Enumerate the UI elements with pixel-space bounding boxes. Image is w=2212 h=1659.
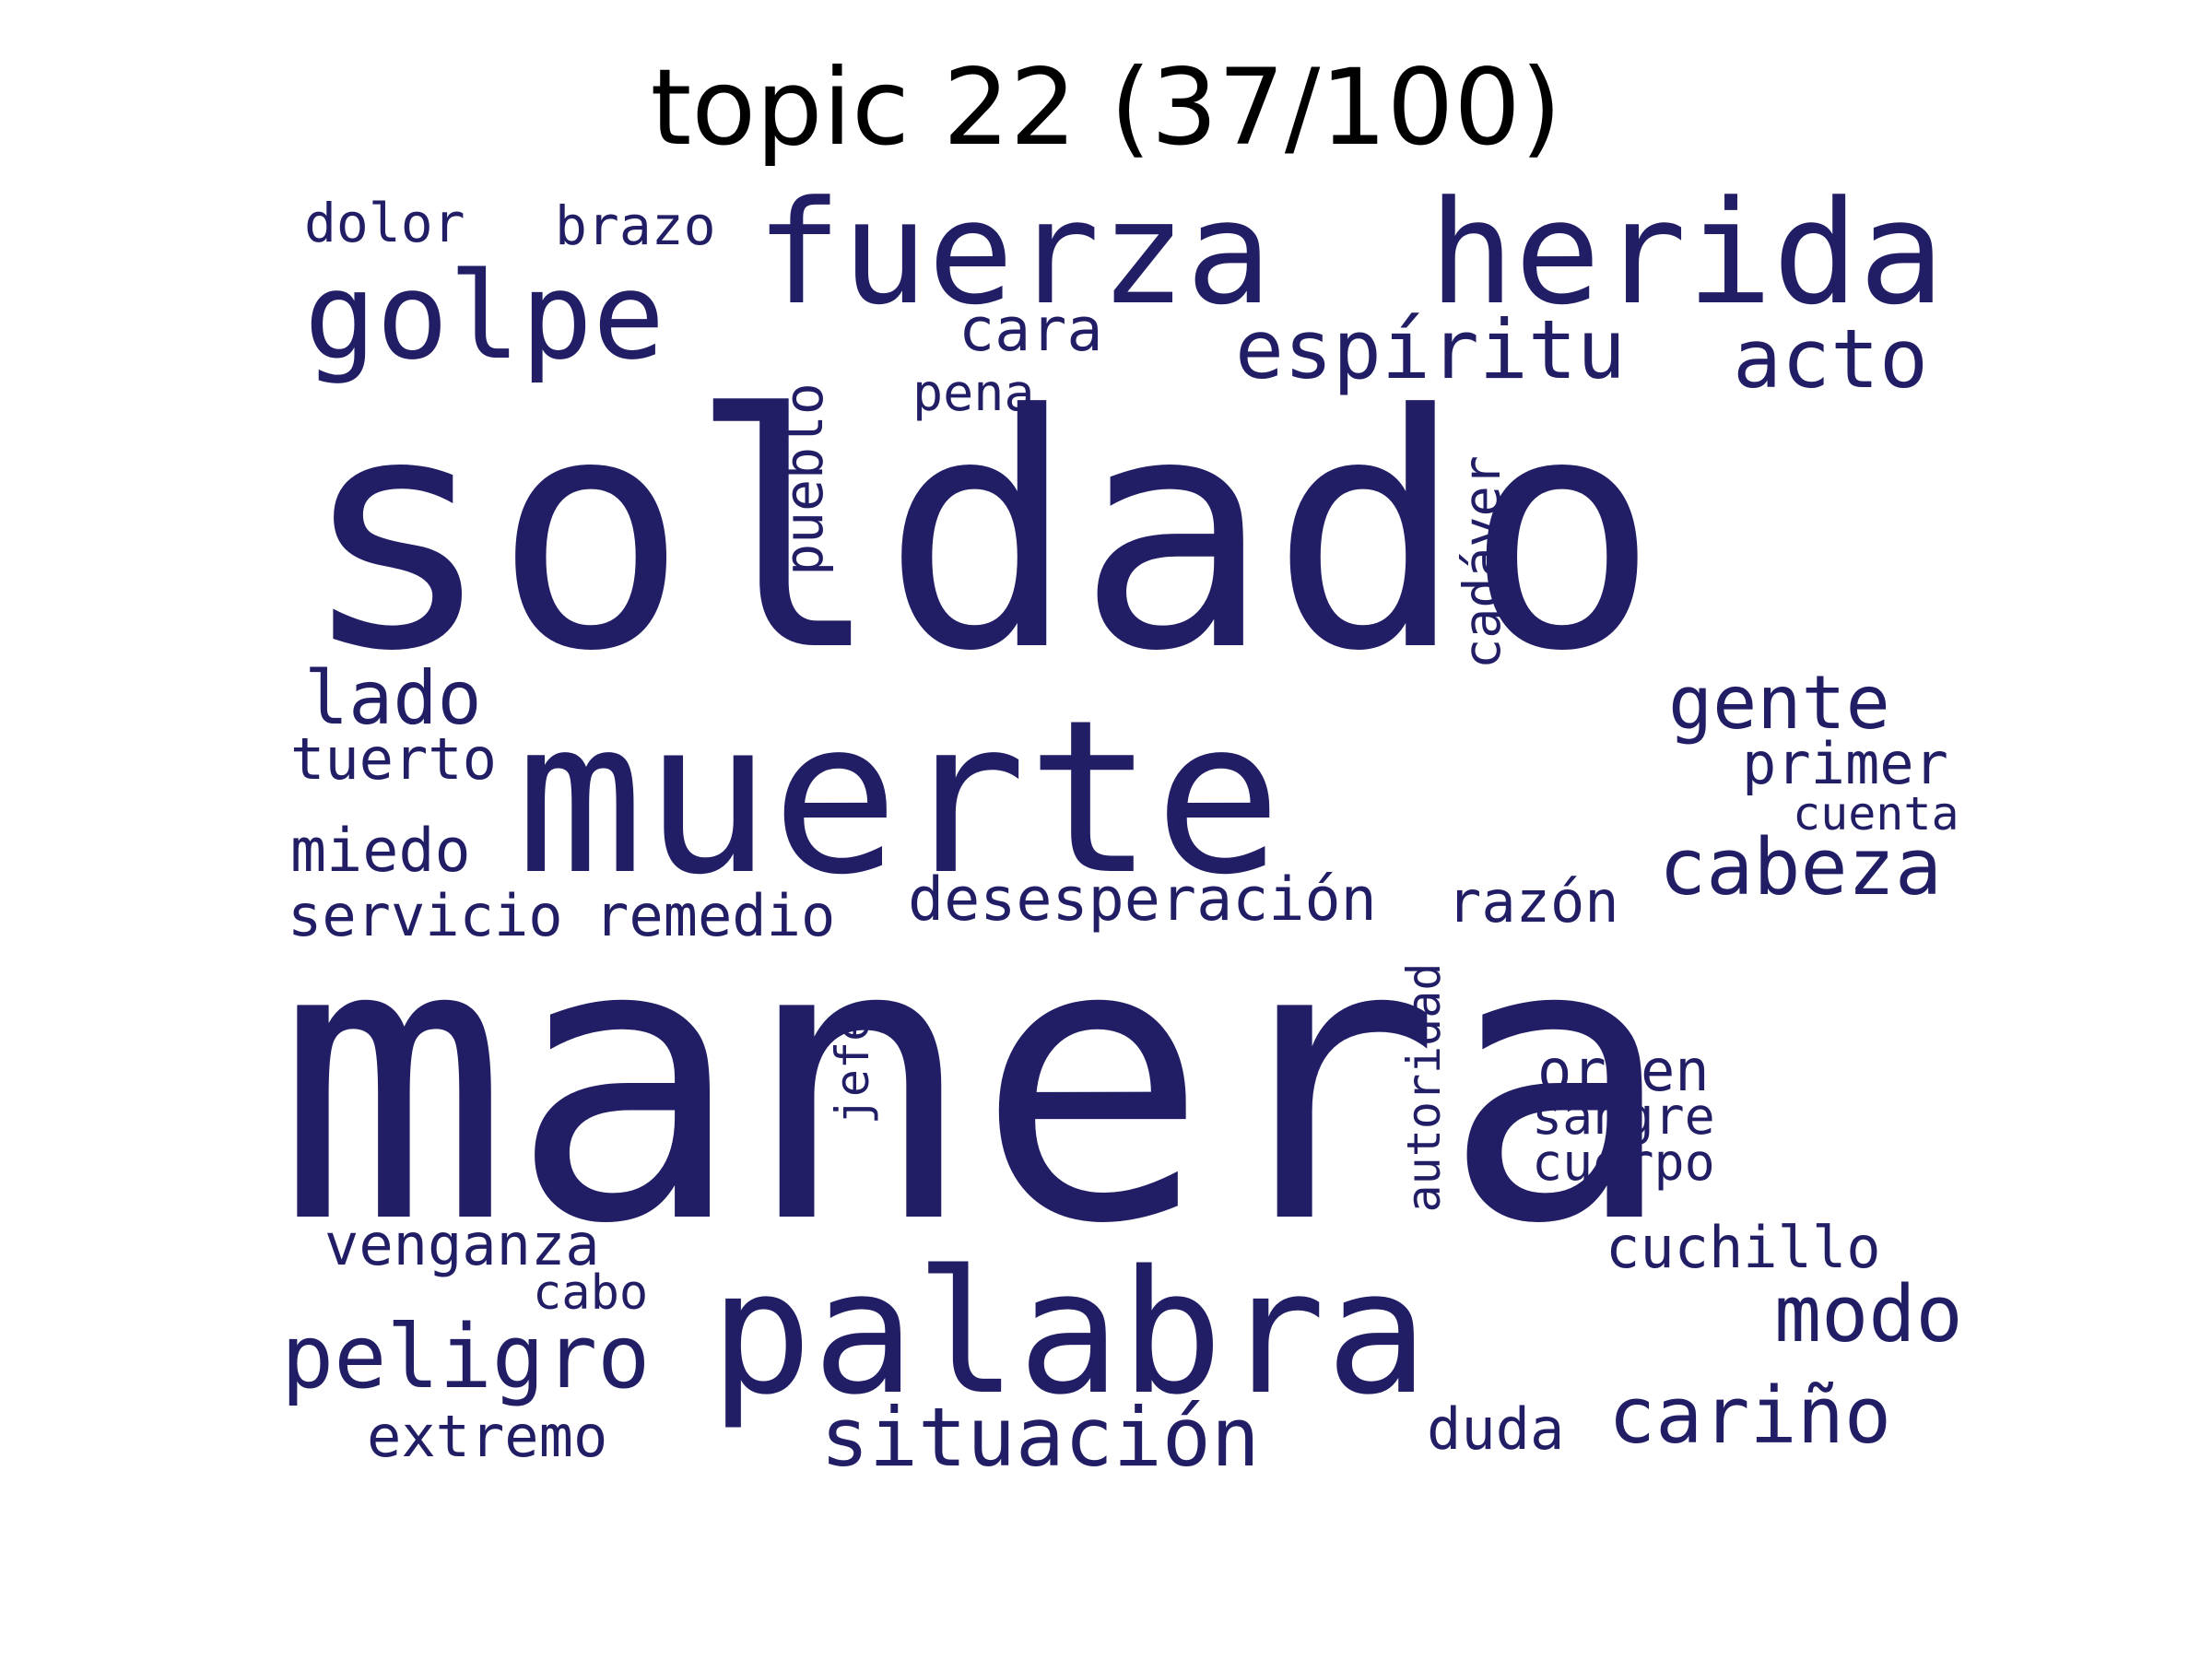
word-palabra: palabra (710, 1233, 1429, 1432)
word-duda: duda (1427, 1395, 1564, 1463)
word-miedo: miedo (290, 817, 471, 886)
word-pena: pena (912, 363, 1034, 422)
word-sangre: sangre (1532, 1087, 1715, 1146)
word-cabeza: cabeza (1659, 822, 1942, 913)
word-peligro: peligro (281, 1307, 650, 1408)
word-manera: manera (276, 858, 1675, 1309)
word-lado: lado (304, 655, 482, 741)
word-primer: primer (1742, 730, 1948, 797)
word-cabo: cabo (533, 1265, 648, 1321)
word-cara: cara (959, 296, 1103, 365)
word-fuerza: fuerza (756, 170, 1272, 336)
word-gente: gente (1668, 660, 1890, 746)
word-dolor: dolor (304, 192, 465, 254)
word-acto: acto (1733, 312, 1928, 406)
word-cuchillo: cuchillo (1606, 1214, 1881, 1281)
word-cuenta: cuenta (1793, 787, 1959, 841)
word-servicio: servicio (288, 882, 563, 949)
word-tuerto: tuerto (290, 725, 497, 793)
word-cariño: cariño (1608, 1371, 1891, 1462)
word-extremo: extremo (367, 1403, 607, 1470)
word-pueblo: pueblo (772, 382, 835, 576)
word-cuerpo: cuerpo (1532, 1133, 1715, 1192)
word-situación: situación (820, 1390, 1260, 1485)
word-jefe: jefe (826, 1014, 879, 1124)
word-espíritu: espíritu (1235, 302, 1626, 397)
word-razón: razón (1447, 868, 1619, 935)
word-venganza: venganza (324, 1211, 600, 1278)
word-golpe: golpe (304, 246, 665, 386)
word-orden: orden (1537, 1037, 1710, 1104)
word-soldado: soldado (300, 346, 1659, 722)
word-remedio: remedio (594, 882, 835, 949)
word-autoridad: autoridad (1397, 963, 1451, 1213)
word-cadáver: cadáver (1453, 455, 1512, 669)
word-desesperación: desesperación (908, 865, 1377, 935)
word-brazo: brazo (555, 194, 716, 257)
chart-title: topic 22 (37/100) (650, 46, 1562, 169)
word-modo: modo (1774, 1269, 1963, 1360)
word-muerte: muerte (516, 676, 1282, 922)
word-herida: herida (1429, 170, 1945, 336)
